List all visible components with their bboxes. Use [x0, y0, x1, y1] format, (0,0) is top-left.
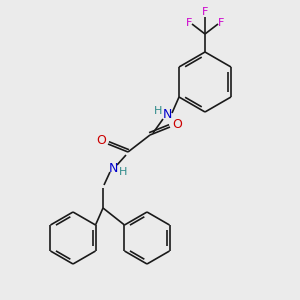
Text: O: O	[172, 118, 182, 130]
Text: H: H	[154, 106, 162, 116]
Text: H: H	[119, 167, 127, 177]
Text: F: F	[186, 18, 192, 28]
Text: F: F	[202, 7, 208, 17]
Text: F: F	[218, 18, 224, 28]
Text: N: N	[162, 109, 172, 122]
Text: N: N	[108, 161, 118, 175]
Text: O: O	[96, 134, 106, 148]
